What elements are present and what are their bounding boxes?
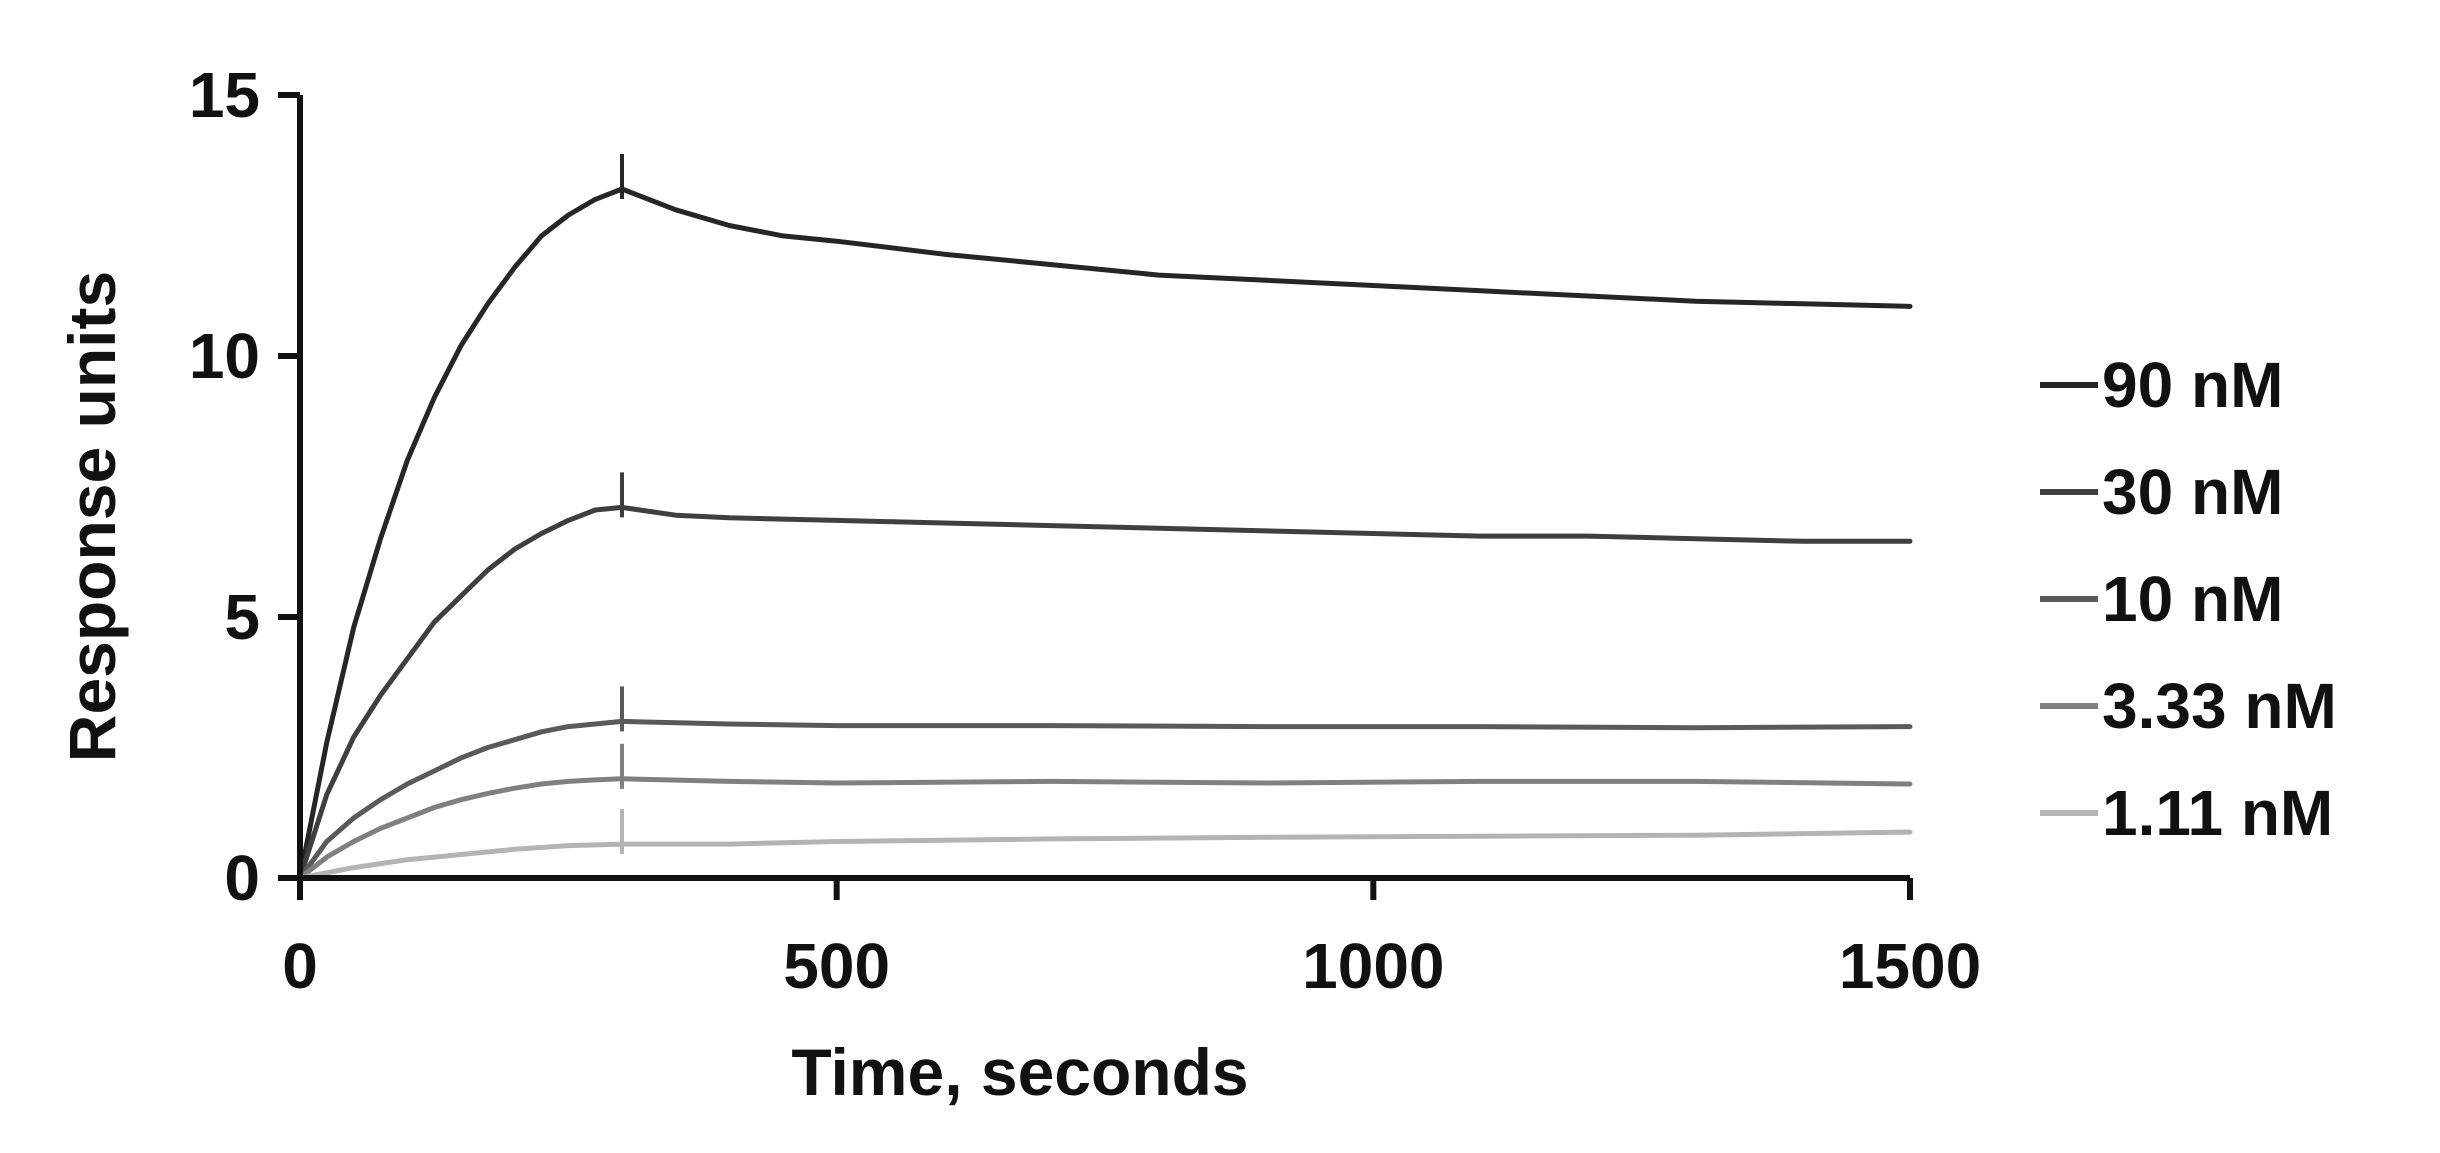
y-ticks: 0 5 10 15: [189, 59, 300, 914]
series-line-1-11-nm: [300, 832, 1910, 878]
y-tick-label: 0: [224, 842, 260, 914]
x-tick-label: 0: [282, 930, 318, 1002]
legend-label: 90 nM: [2102, 349, 2283, 421]
axes-layer: [300, 95, 1910, 878]
x-ticks: 0 500 1000 1500: [282, 878, 1981, 1002]
x-axis-label: Time, seconds: [791, 1035, 1248, 1109]
series-line-10-nm: [300, 721, 1910, 878]
legend-label: 10 nM: [2102, 563, 2283, 635]
y-tick-label: 5: [224, 581, 260, 653]
series-line-3-33-nm: [300, 779, 1910, 878]
y-axis-label: Response units: [55, 271, 129, 762]
legend-label: 3.33 nM: [2102, 670, 2337, 742]
legend-label: 1.11 nM: [2102, 777, 2333, 849]
y-tick-label: 15: [189, 59, 260, 131]
x-tick-label: 500: [783, 930, 890, 1002]
legend-label: 30 nM: [2102, 456, 2283, 528]
series-line-30-nm: [300, 507, 1910, 878]
x-tick-label: 1000: [1302, 930, 1444, 1002]
x-tick-label: 1500: [1839, 930, 1981, 1002]
series-layer: [300, 189, 1910, 878]
legend: 90 nM 30 nM 10 nM 3.33 nM 1.11 nM: [2040, 349, 2337, 849]
y-tick-label: 10: [189, 320, 260, 392]
